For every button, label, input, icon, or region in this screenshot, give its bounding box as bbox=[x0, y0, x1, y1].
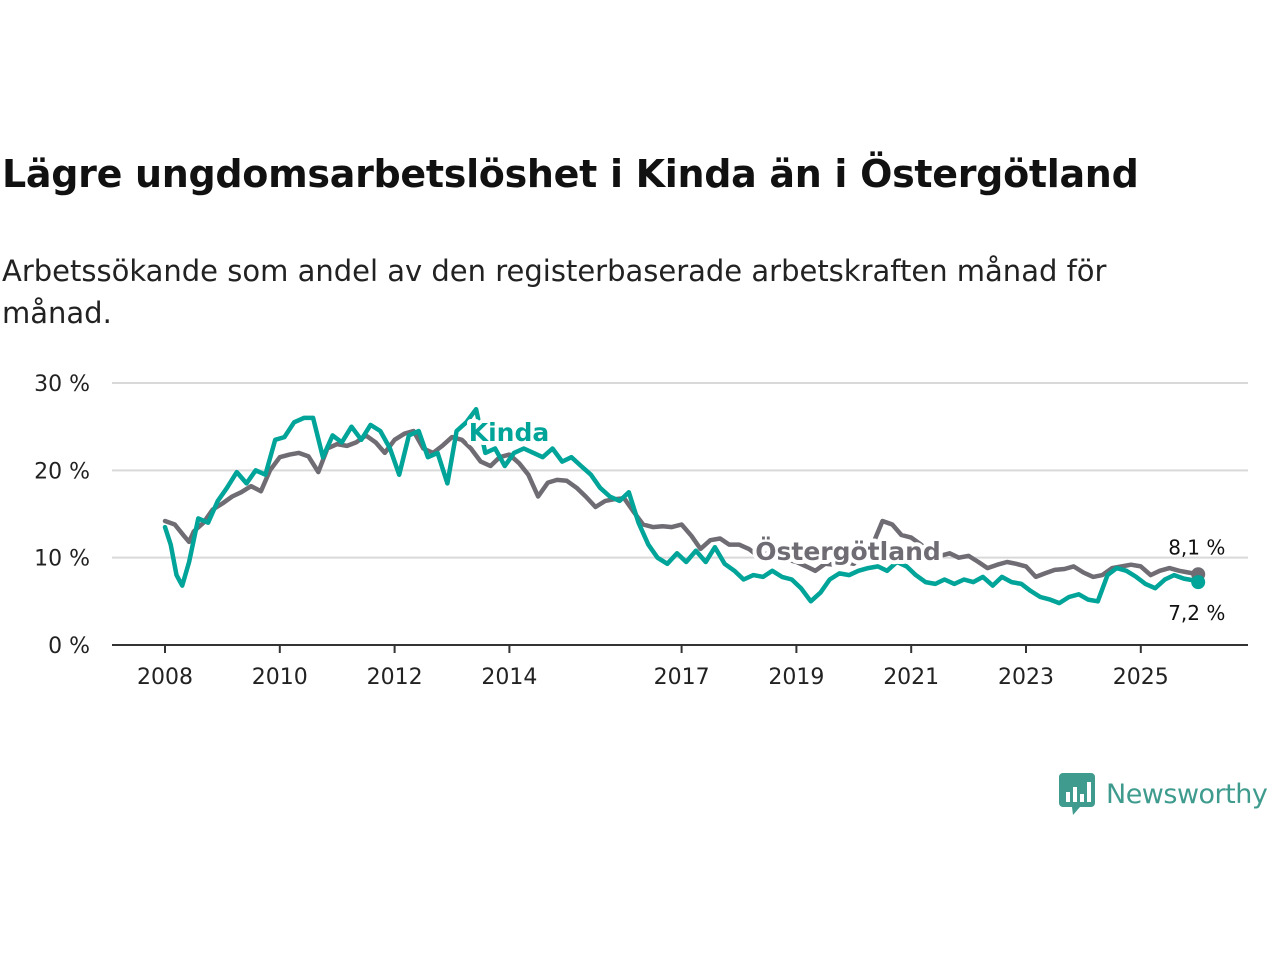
chart-subtitle: Arbetssökande som andel av den registerb… bbox=[2, 254, 1107, 330]
gridlines bbox=[112, 382, 1248, 559]
chart-title: Lägre ungdomsarbetslöshet i Kinda än i Ö… bbox=[2, 152, 1139, 196]
y-tick-label: 0 % bbox=[48, 634, 90, 659]
x-tick-label: 2014 bbox=[481, 665, 537, 690]
x-tick-label: 2012 bbox=[367, 665, 423, 690]
x-tick-label: 2025 bbox=[1113, 665, 1169, 690]
kinda-label-halo: Kinda bbox=[469, 418, 550, 447]
newsworthy-logo-text: Newsworthy bbox=[1106, 778, 1268, 810]
x-tick-label: 2019 bbox=[768, 665, 824, 690]
kinda-end-label: 7,2 % bbox=[1168, 601, 1225, 625]
y-tick-label: 30 % bbox=[34, 372, 90, 397]
newsworthy-logo-icon bbox=[1059, 773, 1095, 815]
ostergotland-series-label: Östergötland bbox=[755, 536, 941, 566]
y-tick-label: 20 % bbox=[34, 459, 90, 484]
x-tick-label: 2021 bbox=[883, 665, 939, 690]
x-tick-label: 2010 bbox=[252, 665, 308, 690]
kinda-end-point bbox=[1191, 575, 1206, 590]
series-group bbox=[162, 406, 1206, 606]
ostergotland-label-halo: Östergötland bbox=[755, 536, 941, 566]
x-tick-label: 2008 bbox=[137, 665, 193, 690]
x-axis-ticks: 2008 2010 2012 2014 2017 2019 2021 2023 2025 bbox=[137, 645, 1169, 690]
newsworthy-logo[interactable]: Newsworthy bbox=[1058, 772, 1268, 816]
ostergotland-end-label: 8,1 % bbox=[1168, 535, 1225, 559]
y-tick-label: 10 % bbox=[34, 547, 90, 572]
y-axis-ticks: 0 % 10 % 20 % 30 % bbox=[34, 372, 90, 659]
x-tick-label: 2017 bbox=[654, 665, 710, 690]
kinda-series-label: Kinda bbox=[469, 418, 550, 447]
x-tick-label: 2023 bbox=[998, 665, 1054, 690]
kinda-line bbox=[162, 406, 1201, 606]
